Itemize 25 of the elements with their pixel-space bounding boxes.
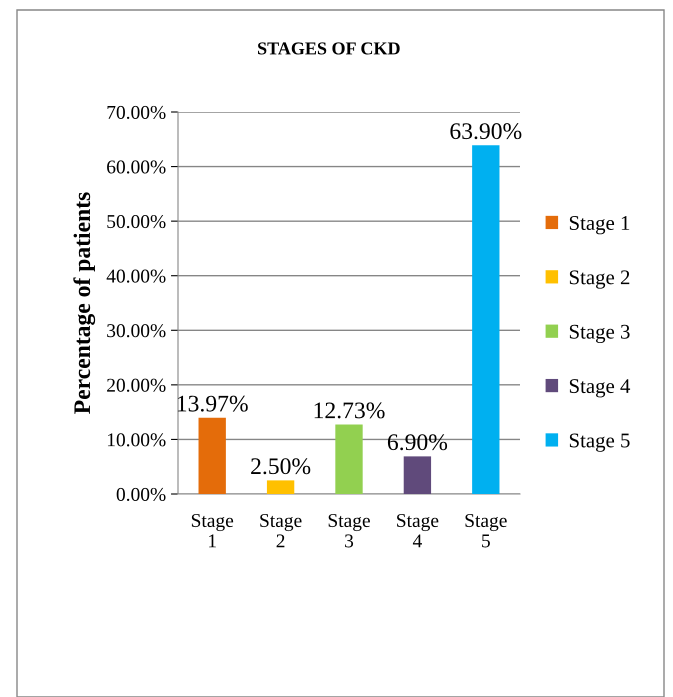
x-tick-label: Stage 1 xyxy=(192,514,234,548)
legend-label: Stage 5 xyxy=(570,433,630,452)
y-tick-label: 60.00% xyxy=(107,160,166,174)
y-tick-label: 70.00% xyxy=(108,106,166,120)
y-tick-label: 50.00% xyxy=(107,214,166,228)
legend-label: Stage 4 xyxy=(570,379,630,398)
y-tick-label: 10.00% xyxy=(108,433,166,446)
data-label: 12.73% xyxy=(314,402,385,418)
data-label: 63.90% xyxy=(450,123,522,140)
data-label: 2.50% xyxy=(251,458,310,474)
legend-label: Stage 2 xyxy=(570,270,630,289)
y-tick-label: 0.00% xyxy=(116,488,166,502)
x-tick-label: Stage 2 xyxy=(260,514,302,548)
x-tick-label: Stage 3 xyxy=(328,514,370,548)
y-tick-label: 40.00% xyxy=(106,270,166,283)
x-tick-label: Stage 4 xyxy=(397,514,438,548)
chart-title: STAGES OF CKD xyxy=(258,42,400,55)
x-tick-label: Stage 5 xyxy=(466,514,507,548)
data-label: 6.90% xyxy=(388,434,448,450)
legend-label: Stage 3 xyxy=(570,324,630,344)
y-axis-title: Percentage of patients xyxy=(73,192,96,414)
y-tick-label: 30.00% xyxy=(107,324,166,338)
y-tick-label: 20.00% xyxy=(107,378,166,392)
data-label: 13.97% xyxy=(178,396,248,412)
legend-label: Stage 1 xyxy=(570,216,630,234)
